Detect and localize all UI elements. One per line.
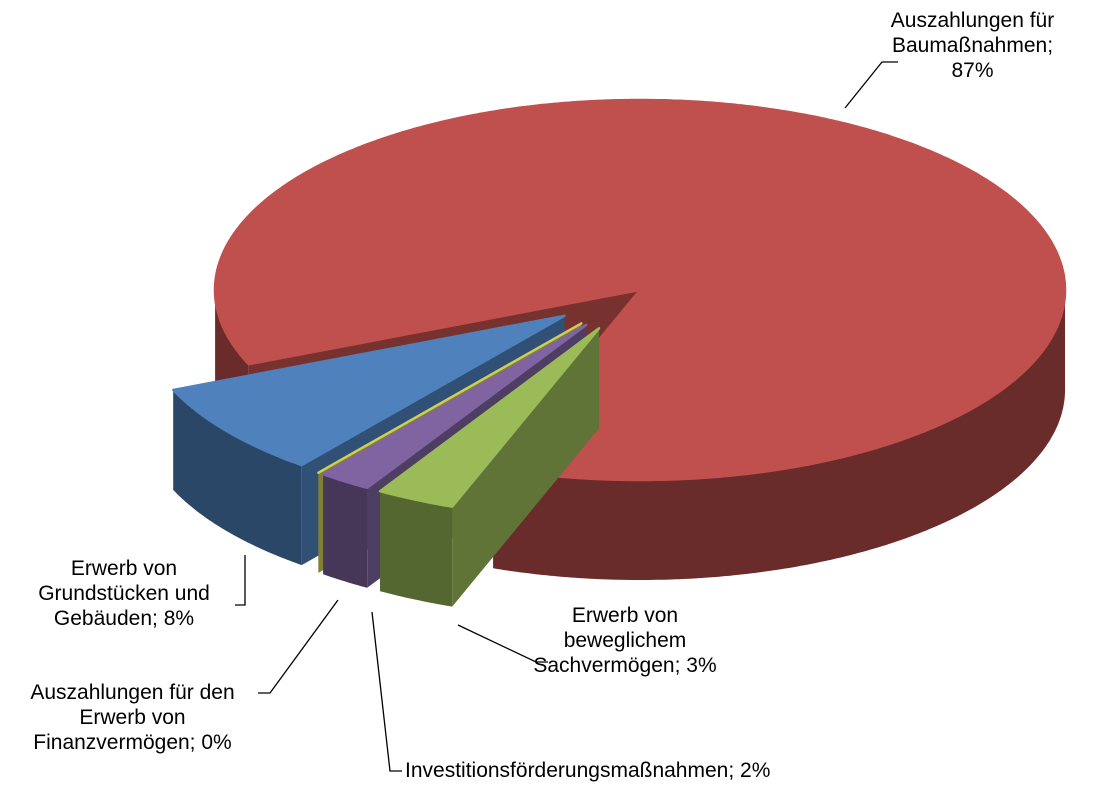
data-label: Auszahlungen für den Erwerb von Finanzve… (10, 680, 255, 755)
value-label: 3% (686, 654, 717, 677)
value-label: 8% (163, 607, 195, 630)
category-label: Erwerb von beweglichem Sachvermögen; (533, 604, 687, 677)
data-label: Erwerb von beweglichem Sachvermögen; 3% (520, 603, 730, 678)
category-label: Investitionsförderungsmaßnahmen; (405, 759, 735, 782)
category-label: Auszahlungen für den Erwerb von Finanzve… (30, 681, 235, 754)
value-label: 0% (201, 731, 232, 754)
data-label: Investitionsförderungsmaßnahmen; 2% (405, 758, 885, 783)
slices (172, 98, 1067, 607)
slice (378, 327, 601, 508)
slice-wall (323, 474, 368, 588)
value-label: 87% (951, 59, 994, 82)
slice-wall (173, 390, 302, 566)
leader-line (371, 611, 402, 772)
data-label: Auszahlungen für Baumaßnahmen; 87% (880, 8, 1065, 83)
leader-line (457, 624, 548, 663)
value-label: 2% (740, 759, 771, 782)
leader-line (235, 555, 246, 606)
category-label: Erwerb von Grundstücken und Gebäuden; (38, 557, 210, 630)
leader-line (258, 599, 339, 694)
slice (213, 98, 1067, 482)
data-label: Erwerb von Grundstücken und Gebäuden; 8% (10, 556, 238, 631)
slice-wall (493, 287, 1065, 580)
leader-line (844, 61, 898, 109)
slice (172, 314, 566, 467)
leader-lines (235, 61, 898, 772)
category-label: Auszahlungen für Baumaßnahmen; (890, 9, 1055, 57)
slice-wall (380, 491, 453, 607)
slice (317, 322, 583, 474)
slice (321, 323, 588, 490)
